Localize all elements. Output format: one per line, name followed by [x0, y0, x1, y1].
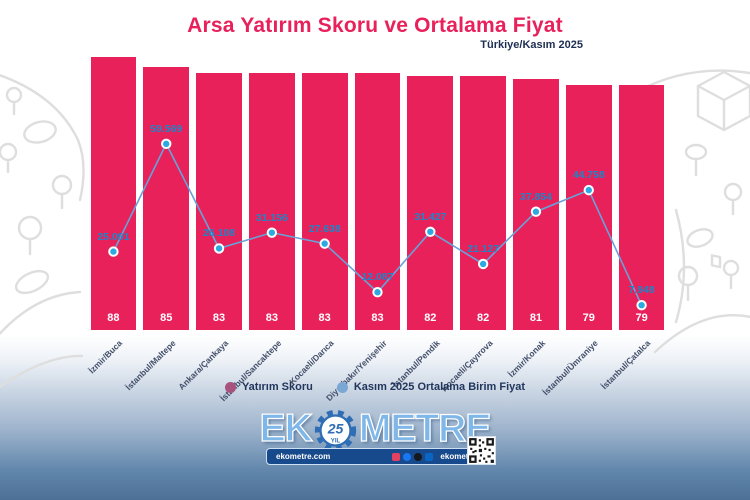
- line-value-label: 27.638: [308, 222, 341, 235]
- bar-7: 82: [407, 75, 454, 330]
- house-icon: [696, 70, 750, 269]
- line-point-marker: [636, 299, 647, 311]
- line-point-marker: [266, 227, 278, 238]
- linkedin-icon: [425, 452, 434, 461]
- bar-value-label: 83: [212, 312, 226, 324]
- x-icon: [414, 452, 423, 461]
- social-icons: [389, 448, 434, 466]
- bar-2: 85: [143, 66, 190, 330]
- x-axis-label: İzmir/Buca: [87, 338, 125, 376]
- line-value-label: 31.427: [414, 210, 447, 223]
- bar-value-label: 82: [477, 312, 490, 324]
- legend-dot-icon: [224, 381, 236, 393]
- line-point-marker: [477, 258, 489, 270]
- legend-label: Kasım 2025 Ortalama Birim Fiyat: [353, 381, 526, 393]
- line-value-label: 59.569: [150, 122, 183, 135]
- line-point-marker: [583, 184, 594, 196]
- bar-11: 79: [618, 85, 665, 330]
- line-value-label: 25.091: [97, 230, 130, 243]
- road-curve-doodle: [0, 74, 85, 202]
- badge-yil: YIL: [331, 438, 341, 445]
- instagram-icon: [392, 452, 401, 461]
- bar-3: 83: [196, 72, 242, 330]
- line-point-marker: [530, 206, 542, 217]
- bar-8: 82: [460, 75, 507, 330]
- hill-curve-doodle: [0, 290, 82, 336]
- bar-value-label: 83: [371, 312, 384, 324]
- legend-item-1: Yatırım Skoru: [224, 381, 313, 393]
- x-axis-label: Diyarbakır/Yenişehir: [323, 338, 389, 403]
- qr-code: [468, 437, 495, 464]
- legend-dot-icon: [336, 381, 348, 393]
- price-line-series: [108, 138, 647, 311]
- line-value-label: 21.127: [467, 242, 500, 255]
- line-value-label: 26.108: [202, 227, 236, 240]
- page-subtitle: Türkiye/Kasım 2025: [480, 39, 583, 51]
- bar-value-label: 85: [160, 312, 173, 324]
- line-point-marker: [213, 243, 225, 254]
- bar-9: 81: [513, 78, 559, 330]
- line-value-label: 37.854: [519, 190, 553, 203]
- ekometre-logo: EK 25 YIL METRE: [0, 406, 750, 453]
- x-axis-label: İzmir/Konak: [505, 338, 548, 380]
- line-point-marker: [161, 138, 172, 150]
- bar-value-label: 83: [265, 312, 278, 324]
- social-handle: ekometre: [440, 452, 476, 461]
- chart-header: Arsa Yatırım Skoru ve Ortalama Fiyat Tür…: [0, 14, 750, 51]
- bar-1: 88: [90, 57, 137, 330]
- line-point-marker: [319, 238, 330, 249]
- bar-4: 83: [248, 72, 295, 330]
- page-title: Arsa Yatırım Skoru ve Ortalama Fiyat: [187, 14, 563, 37]
- bar-value-label: 88: [107, 312, 120, 324]
- facebook-icon: [403, 452, 412, 461]
- line-point-marker: [425, 226, 436, 237]
- bar-10: 79: [565, 85, 612, 330]
- bar-5: 83: [301, 72, 348, 330]
- legend-item-2: Kasım 2025 Ortalama Birim Fiyat: [336, 381, 526, 393]
- plot-area: 88 85 83 83 83 83 82 82 81 79 79 25.091 59.569 26.108…: [87, 0, 668, 330]
- badge-25: 25: [327, 420, 344, 436]
- bar-value-label: 79: [582, 312, 595, 324]
- bar-value-label: 79: [635, 312, 648, 324]
- chart-legend: Yatırım Skoru Kasım 2025 Ortalama Birim F…: [0, 381, 750, 393]
- bar-value-label: 82: [424, 312, 437, 324]
- road-curve-doodle: [653, 314, 750, 354]
- website-url: ekometre.com: [276, 452, 331, 461]
- brand-text-left: EK: [259, 406, 313, 450]
- line-value-label: 7.948: [628, 284, 655, 297]
- line-value-label: 44.758: [572, 169, 605, 182]
- x-axis-label: Kocaeli/Darıca: [287, 338, 336, 387]
- line-value-label: 12.087: [361, 271, 394, 284]
- line-point-marker: [108, 246, 119, 257]
- bar-value-label: 81: [529, 312, 543, 324]
- line-point-marker: [372, 287, 383, 298]
- bar-value-label: 83: [318, 312, 331, 324]
- brand-info-bar: ekometre.com ekometre: [266, 448, 486, 465]
- legend-label: Yatırım Skoru: [241, 381, 313, 393]
- line-value-label: 31.156: [255, 211, 288, 224]
- social-row: ekometre: [389, 448, 476, 466]
- gear-25th-anniversary-icon: 25 YIL: [313, 408, 358, 453]
